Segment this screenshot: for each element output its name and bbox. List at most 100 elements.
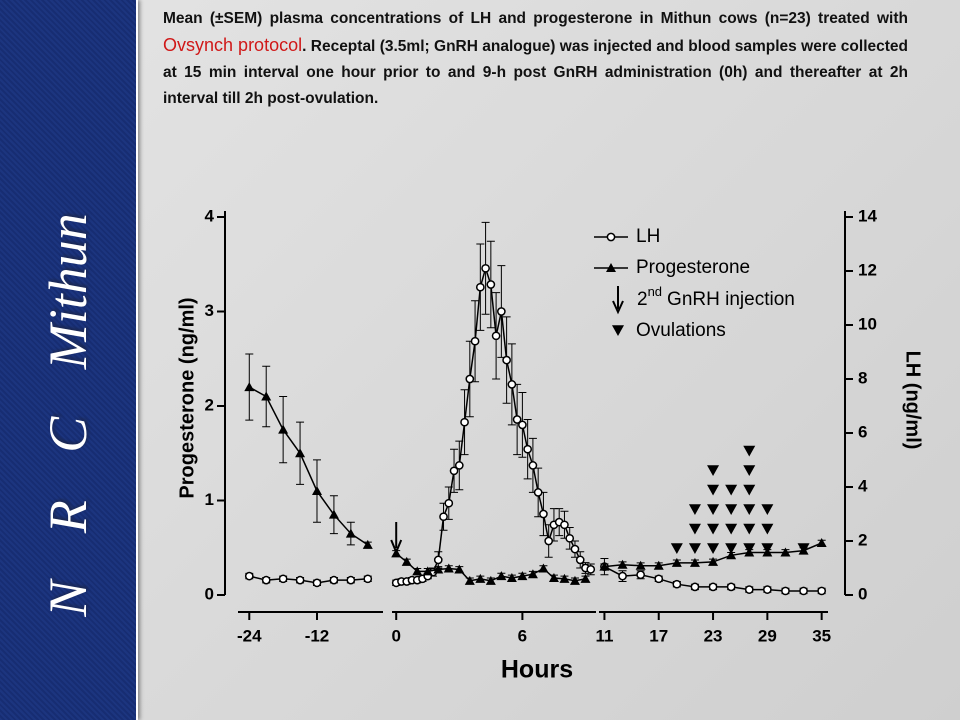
point [523, 444, 532, 454]
point [362, 539, 373, 549]
point [412, 566, 423, 576]
ovulation-marks [707, 465, 720, 554]
point [278, 574, 288, 584]
y-tick-label: 3 [205, 301, 214, 320]
point [780, 547, 791, 557]
point [533, 488, 543, 497]
x-tick-label: 11 [595, 626, 613, 645]
point [763, 585, 772, 594]
point [512, 415, 522, 424]
x-tick-label: 17 [649, 626, 668, 645]
ovulation-marks [725, 484, 738, 554]
ovulation-marks [688, 504, 701, 554]
point [454, 461, 464, 470]
point [295, 575, 305, 585]
point [653, 560, 664, 570]
y2-axis-title: LH (ng/ml) [902, 351, 924, 450]
legend-label-part: 2 [637, 289, 648, 310]
point [654, 574, 664, 584]
point [328, 509, 339, 519]
point [449, 466, 459, 476]
point [506, 572, 517, 582]
point [363, 574, 373, 584]
point [799, 586, 808, 596]
point [261, 575, 271, 585]
legend-marker [606, 263, 616, 272]
point [312, 578, 322, 588]
x-tick-label: 23 [704, 626, 723, 645]
point [346, 575, 356, 585]
point [475, 282, 485, 292]
legend-label-part: nd [648, 284, 662, 299]
legend-label: Ovulations [636, 320, 726, 341]
caption: Mean (±SEM) plasma concentrations of LH … [163, 6, 908, 112]
point [486, 280, 496, 289]
point [295, 448, 306, 458]
y2-tick-label: 4 [858, 476, 868, 495]
point [580, 573, 591, 583]
point [617, 559, 628, 569]
point [244, 382, 255, 392]
point [527, 569, 538, 579]
y2-tick-label: 12 [858, 260, 877, 279]
legend-label: 2nd GnRH injection [637, 284, 795, 310]
point [433, 564, 444, 574]
point [345, 528, 356, 538]
x-tick-label: 29 [758, 626, 777, 645]
point [475, 573, 486, 583]
point [244, 571, 254, 581]
ovulation-marks [761, 504, 774, 554]
point [726, 550, 737, 560]
y-tick-label: 0 [205, 584, 214, 603]
point [689, 557, 700, 567]
point [454, 564, 465, 574]
x-tick-label: -24 [237, 626, 262, 645]
point [444, 498, 454, 508]
gnrh-arrow [390, 522, 403, 555]
point [636, 570, 645, 580]
point [517, 571, 528, 581]
point [502, 355, 511, 365]
point [570, 544, 580, 554]
point [401, 556, 412, 566]
point [311, 486, 322, 496]
ovulation-marks [670, 543, 683, 554]
point [538, 563, 549, 573]
ovulation-marks [797, 543, 810, 554]
y2-tick-label: 0 [858, 584, 867, 603]
point [528, 461, 538, 470]
x-axis-title: Hours [501, 656, 573, 684]
point [548, 572, 559, 582]
point [485, 575, 496, 585]
point [329, 575, 339, 585]
point [443, 563, 454, 573]
sidebar: N R C Mithun [0, 0, 138, 720]
y2-tick-label: 10 [858, 314, 877, 333]
point [464, 575, 475, 585]
x-tick-label: 35 [812, 626, 831, 645]
legend-label-part: GnRH injection [667, 289, 795, 310]
x-tick-label: 0 [391, 626, 400, 645]
y2-tick-label: 8 [858, 368, 867, 387]
point [496, 571, 507, 581]
point [618, 571, 627, 581]
y2-tick-label: 6 [858, 422, 867, 441]
point [781, 586, 790, 596]
point [481, 263, 490, 273]
point [635, 560, 646, 570]
caption-text: . Receptal (3.5ml; GnRH analogue) was in… [163, 38, 909, 107]
point [565, 533, 575, 543]
point [586, 565, 596, 574]
point [817, 586, 827, 596]
y-tick-label: 2 [205, 395, 214, 414]
point [569, 575, 580, 585]
y2-tick-label: 2 [858, 530, 867, 549]
legend-marker [612, 325, 624, 336]
legend-label: LH [636, 226, 660, 247]
legend-label: Progesterone [636, 257, 750, 278]
point [560, 520, 569, 530]
series-line [249, 265, 822, 592]
point [539, 509, 548, 519]
point [278, 424, 289, 434]
point [708, 556, 719, 566]
